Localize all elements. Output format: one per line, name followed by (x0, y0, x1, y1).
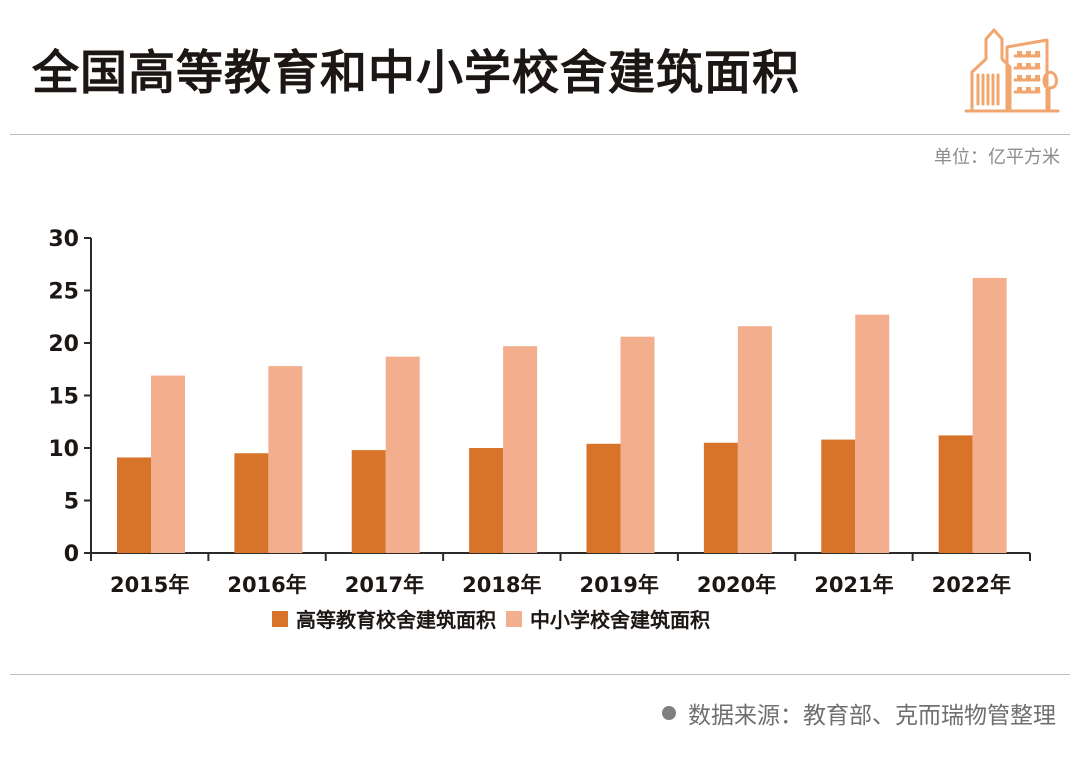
bar-higher-education (703, 442, 738, 553)
source-note: 数据来源：教育部、克而瑞物管整理 (662, 696, 1056, 730)
bar-primary-secondary (151, 375, 185, 553)
x-tick-label: 2019年 (579, 573, 658, 597)
bar-higher-education (234, 453, 269, 553)
y-tick-label: 0 (64, 542, 79, 567)
x-tick-label: 2021年 (814, 573, 893, 597)
y-tick-label: 10 (48, 437, 79, 462)
bar-primary-secondary (737, 326, 772, 553)
y-tick-label: 5 (64, 490, 79, 515)
source-dot-icon (662, 706, 676, 720)
bar-primary-secondary (268, 366, 303, 553)
bar-higher-education (117, 457, 151, 553)
top-divider (10, 134, 1070, 135)
chart-title: 全国高等教育和中小学校舍建筑面积 (32, 46, 800, 101)
legend-item-higher-education: 高等教育校舍建筑面积 (272, 604, 496, 633)
x-tick-label: 2017年 (345, 573, 424, 597)
bottom-divider (10, 674, 1070, 675)
y-tick-label: 15 (48, 385, 79, 410)
bars-layer (117, 277, 1007, 553)
bar-higher-education (586, 443, 621, 553)
bar-higher-education (351, 450, 386, 553)
x-tick-label: 2015年 (110, 573, 189, 597)
y-tick-label: 25 (48, 280, 79, 305)
x-tick-label: 2016年 (227, 573, 306, 597)
y-tick-label: 30 (48, 227, 79, 252)
bar-primary-secondary (972, 277, 1007, 553)
bar-primary-secondary (385, 356, 420, 553)
x-tick-label: 2020年 (697, 573, 776, 597)
bar-primary-secondary (620, 336, 655, 553)
bar-higher-education (938, 435, 973, 553)
legend-item-primary-secondary: 中小学校舍建筑面积 (506, 604, 710, 633)
legend-label-primary-secondary: 中小学校舍建筑面积 (530, 608, 710, 632)
x-tick-label: 2022年 (932, 573, 1011, 597)
legend: 高等教育校舍建筑面积 中小学校舍建筑面积 (272, 604, 710, 633)
bar-primary-secondary (855, 314, 890, 553)
bar-higher-education (821, 439, 856, 553)
source-text: 数据来源：教育部、克而瑞物管整理 (688, 703, 1056, 729)
legend-swatch-higher-education (272, 610, 288, 627)
y-axis: 0 5 10 15 20 25 30 (48, 227, 92, 567)
unit-label: 单位：亿平方米 (934, 147, 1060, 168)
bar-higher-education (469, 448, 504, 553)
x-axis: 2015年 2016年 2017年 2018年 2019年 2020年 2021年 2022年 (90, 552, 1031, 597)
y-tick-label: 20 (48, 332, 79, 357)
x-tick-label: 2018年 (462, 573, 541, 597)
bar-primary-secondary (503, 346, 538, 553)
legend-swatch-primary-secondary (506, 610, 522, 627)
building-icon (964, 28, 1060, 113)
legend-label-higher-education: 高等教育校舍建筑面积 (296, 608, 496, 632)
